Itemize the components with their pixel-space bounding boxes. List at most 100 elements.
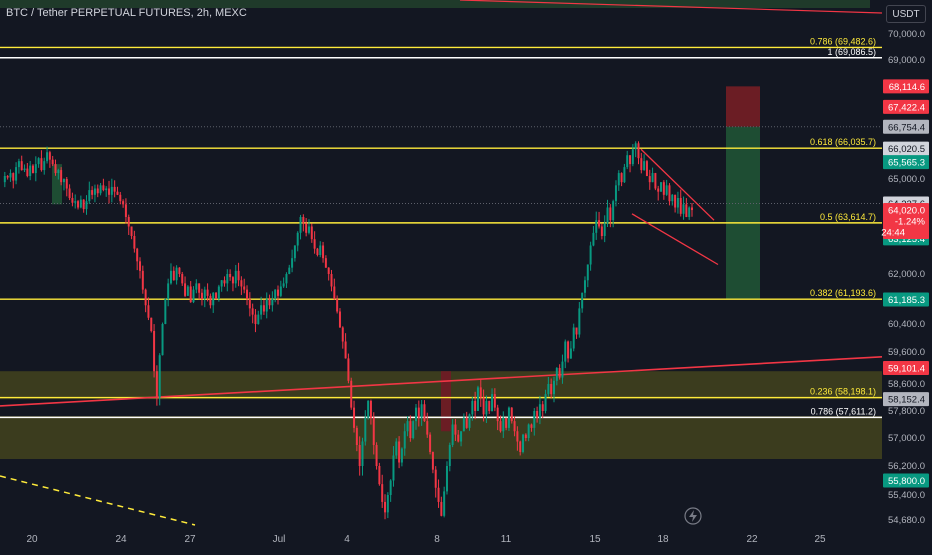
candle [600, 226, 603, 236]
candle [172, 270, 175, 281]
candle [184, 283, 187, 296]
candle [23, 168, 26, 171]
candle [572, 327, 575, 349]
candle [71, 198, 74, 203]
candle [91, 190, 94, 195]
candle [471, 400, 474, 415]
candle [400, 448, 403, 463]
candle [243, 286, 246, 290]
candle [215, 292, 218, 299]
time-tick-5: 4 [344, 534, 350, 545]
candle [31, 165, 34, 174]
candle [203, 289, 206, 299]
candle [524, 434, 527, 438]
candle [395, 441, 398, 456]
highlight-box-2 [441, 371, 451, 432]
price-tag-3: 66,754.4 [888, 122, 925, 133]
candle [645, 161, 648, 177]
channel-lower-line[interactable] [631, 213, 719, 266]
candle [378, 466, 381, 485]
candle [133, 236, 136, 249]
candle [26, 168, 29, 177]
candle [206, 289, 209, 296]
time-tick-3: 27 [184, 534, 196, 545]
last-price-change: -1.24% [895, 217, 926, 228]
candle [116, 191, 119, 195]
take-profit-zone[interactable] [726, 126, 760, 300]
candle [175, 267, 178, 281]
candle [319, 245, 322, 255]
candle [417, 407, 420, 418]
candle [161, 324, 164, 356]
candle [682, 204, 685, 214]
candle [46, 152, 49, 162]
candle [299, 217, 302, 233]
candle [558, 368, 561, 378]
candle [51, 159, 54, 165]
candle [372, 417, 375, 445]
candle [316, 248, 319, 255]
candle [310, 226, 313, 240]
candle [448, 445, 451, 466]
candle [153, 331, 156, 372]
candle [257, 314, 260, 324]
time-tick-9: 18 [657, 534, 669, 545]
rising-trendline[interactable] [0, 356, 883, 407]
candle [386, 495, 389, 513]
candle [384, 501, 387, 513]
candle [40, 158, 43, 171]
time-tick-6: 8 [434, 534, 440, 545]
candle [217, 286, 220, 299]
candle [327, 267, 330, 274]
candle [648, 176, 651, 183]
candle [313, 239, 316, 249]
candle [29, 165, 32, 177]
candle [254, 314, 257, 324]
currency-button[interactable]: USDT [886, 5, 926, 23]
candle [691, 207, 693, 211]
candle [567, 341, 570, 359]
candle [496, 407, 499, 422]
candle [164, 299, 167, 324]
stop-loss-zone[interactable] [726, 86, 760, 127]
price-tag-box-2 [883, 99, 929, 114]
candle [155, 371, 158, 398]
candle [268, 299, 271, 306]
candle [479, 387, 482, 398]
candle [186, 286, 189, 296]
candle [538, 404, 541, 418]
candle [322, 245, 325, 259]
price-tag-box-1 [883, 79, 929, 94]
candle [493, 394, 496, 408]
candle [474, 400, 477, 411]
candle [662, 182, 665, 195]
candle [589, 245, 592, 265]
last-price: 64,020.0 [888, 206, 925, 217]
fib-label-1: 0.786 (69,482.6) [810, 36, 876, 46]
candle [375, 445, 378, 466]
candle [130, 226, 133, 236]
price-tick-4: 62,000.0 [888, 269, 925, 280]
dashed-trendline[interactable] [0, 475, 196, 526]
channel-upper-line[interactable] [640, 148, 715, 221]
lightning-icon[interactable] [684, 507, 702, 525]
candle [429, 434, 432, 452]
candle [147, 305, 150, 318]
candle [200, 292, 203, 299]
candle [223, 280, 226, 284]
price-tick-7: 58,600.0 [888, 379, 925, 390]
candle [102, 185, 105, 191]
top-trendline[interactable] [459, 0, 883, 14]
candle [553, 380, 555, 395]
candle [144, 289, 147, 306]
candle [465, 417, 468, 428]
candle [189, 286, 192, 303]
candle [643, 161, 646, 171]
candle [110, 186, 113, 195]
candle [457, 434, 460, 442]
candle [583, 280, 586, 293]
candle [9, 173, 12, 178]
candle [212, 292, 215, 306]
